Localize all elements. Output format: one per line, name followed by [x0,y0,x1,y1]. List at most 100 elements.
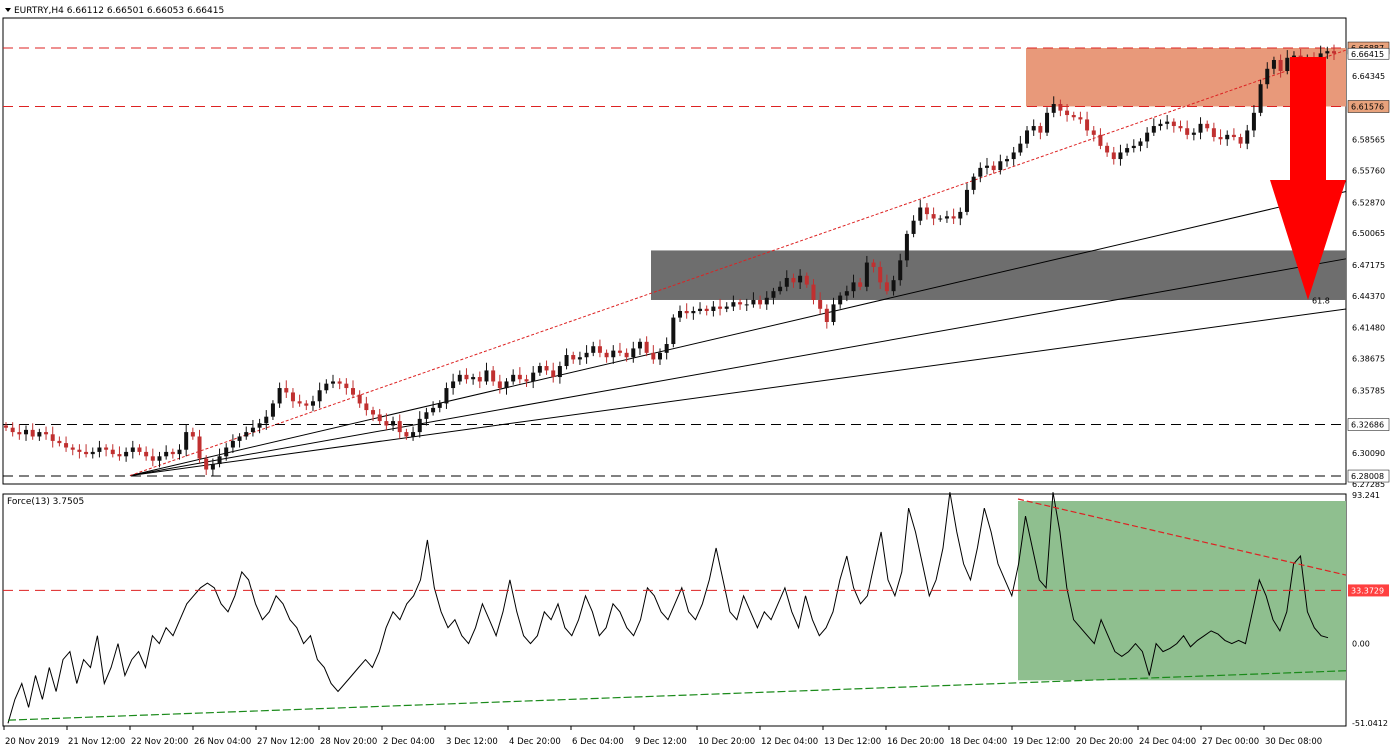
force-trendline-red [1017,498,1347,576]
candle-body [711,306,716,311]
down-arrow [1270,57,1346,300]
candle-body [938,218,943,220]
candle-body [1145,132,1150,142]
candle-body [237,436,242,441]
candle-body [250,427,255,433]
candle-body [631,348,636,358]
support-zone [651,250,1346,300]
x-axis-label: 16 Dec 20:00 [887,737,944,747]
candle-body [1198,123,1203,133]
candle-body [444,388,449,404]
candle-body [1271,59,1276,69]
candle-body [1085,119,1090,131]
candle-body [604,352,609,358]
x-axis-label: 13 Dec 12:00 [824,737,881,747]
candle-body [911,220,916,234]
candle-body [784,277,789,287]
candle-body [1065,110,1070,116]
force-level-box [1348,584,1389,597]
candle-body [1278,59,1283,71]
candle-body [317,390,322,402]
candle-body [1265,68,1270,85]
candle-body [124,451,129,457]
candle-body [477,377,482,382]
candle-body [1118,152,1123,160]
candle-body [1138,141,1143,146]
x-axis-label: 6 Dec 04:00 [572,737,624,747]
candle-body [1051,104,1056,113]
candle-body [277,388,282,404]
force-line [7,492,1329,724]
fan-line [129,308,1347,477]
candle-body [1218,137,1223,140]
force-header: Force(13) 3.7505 [7,497,84,507]
x-axis-label: 9 Dec 12:00 [635,737,687,747]
force-trendline-green [7,670,1347,721]
candle-body [257,423,262,428]
candle-body [491,370,496,382]
candle-body [644,341,649,353]
candle-body [1091,130,1096,135]
candle-body [698,308,703,311]
price-tick-label: 6.55760 [1352,167,1385,176]
candle-body [364,403,369,411]
candle-body [1125,148,1130,153]
candle-body [190,432,195,437]
price-tick-label: 6.50065 [1352,229,1385,238]
candle-body [524,379,529,382]
dropdown-icon[interactable] [5,8,11,12]
candle-body [971,176,976,190]
candle-body [1011,152,1016,160]
level-label-box [1347,469,1390,483]
candle-body [624,352,629,358]
candle-body [564,355,569,367]
candle-body [731,302,736,307]
candle-body [557,366,562,378]
candle-body [704,308,709,311]
candle-body [637,341,642,349]
candle-body [164,451,169,457]
candle-body [811,284,816,300]
candle-body [324,383,329,391]
candle-body [851,282,856,292]
candle-body [1151,126,1156,133]
candle-body [264,416,269,424]
candle-body [878,266,883,283]
candle-body [1038,126,1043,133]
candle-body [1005,159,1010,162]
candle-body [377,414,382,422]
candle-body [517,374,522,380]
candle-body [531,372,536,382]
candle-body [1332,51,1336,54]
candle-body [597,346,602,353]
x-axis-label: 30 Dec 08:00 [1265,737,1322,747]
candle-body [184,432,189,450]
candle-body [778,286,783,292]
x-axis-label: 3 Dec 12:00 [446,737,498,747]
candle-body [771,291,776,298]
level-label: 6.61576 [1351,102,1384,111]
candle-body [97,447,102,452]
price-tick-label: 6.47175 [1352,261,1385,270]
x-axis-label: 21 Nov 12:00 [68,737,125,747]
candle-body [1238,137,1243,144]
candle-body [464,374,469,380]
candle-body [351,388,356,395]
candle-body [617,350,622,353]
candle-body [244,432,249,437]
level-label-box [1347,418,1390,431]
candle-body [424,412,429,419]
candle-body [451,381,456,389]
candle-body [804,275,809,285]
candle-body [724,306,729,309]
candle-body [484,370,489,382]
x-axis-label: 18 Dec 04:00 [950,737,1007,747]
candle-body [497,381,502,389]
price-tick-label: 6.58565 [1352,136,1385,145]
candle-body [1178,126,1183,129]
x-axis-label: 2 Dec 04:00 [383,737,435,747]
candle-body [1285,57,1290,71]
candle-body [1158,123,1163,127]
candle-body [671,317,676,345]
